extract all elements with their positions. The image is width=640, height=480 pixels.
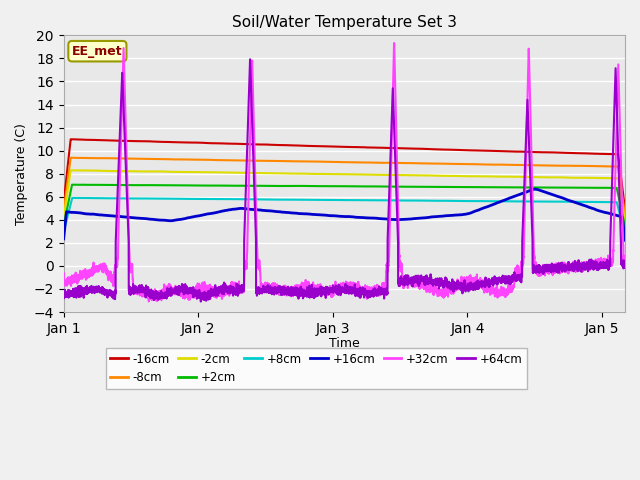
Text: EE_met: EE_met	[72, 45, 123, 58]
Title: Soil/Water Temperature Set 3: Soil/Water Temperature Set 3	[232, 15, 457, 30]
Legend: -16cm, -8cm, -2cm, +2cm, +8cm, +16cm, +32cm, +64cm: -16cm, -8cm, -2cm, +2cm, +8cm, +16cm, +3…	[106, 348, 527, 389]
X-axis label: Time: Time	[329, 337, 360, 350]
Y-axis label: Temperature (C): Temperature (C)	[15, 123, 28, 225]
